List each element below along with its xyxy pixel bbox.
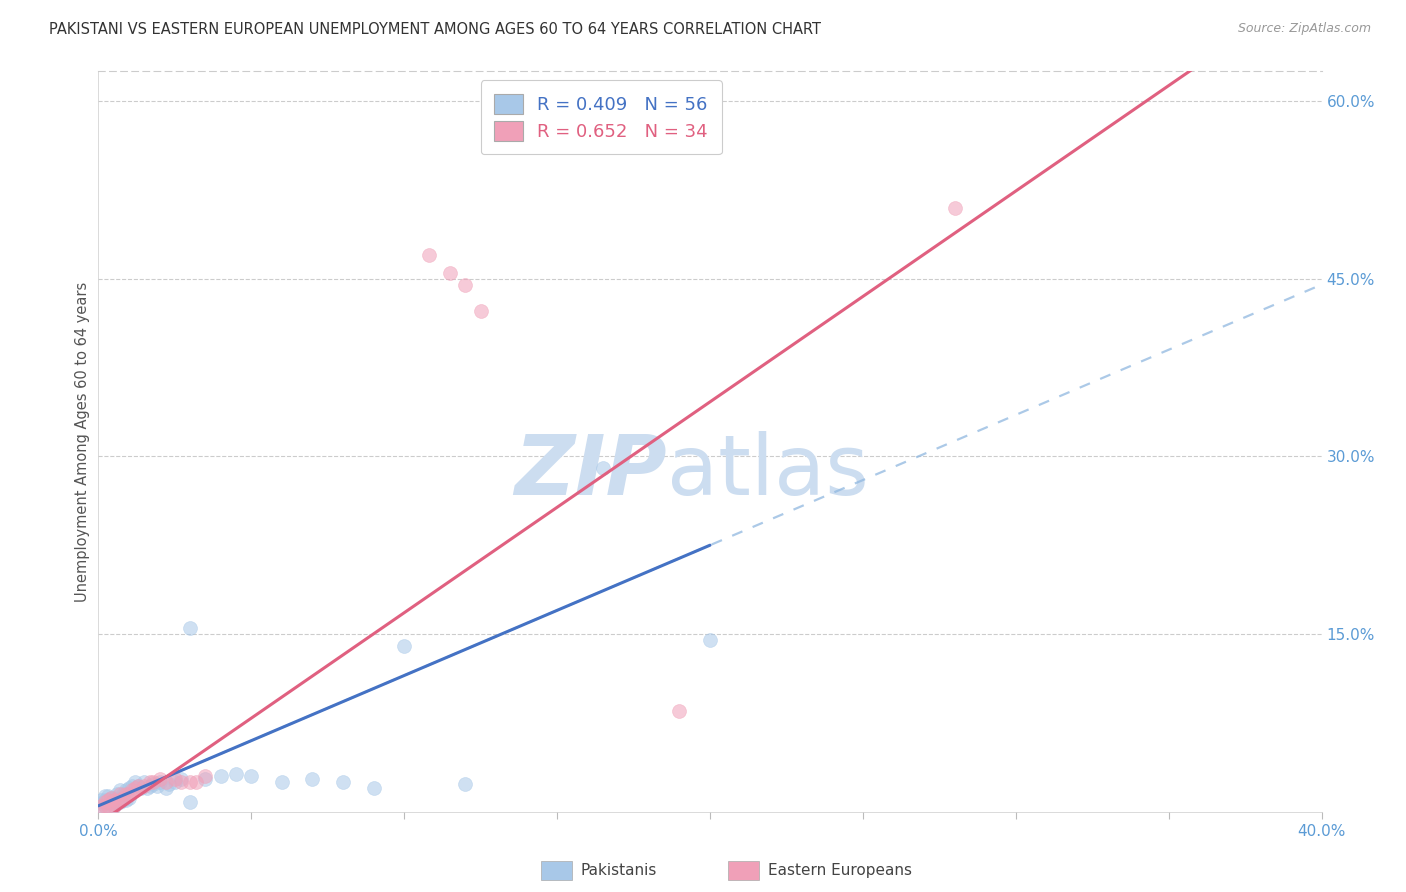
Point: [124, 780, 146, 795]
Point: [149, 772, 172, 786]
Point: [225, 767, 247, 781]
Point: [301, 772, 323, 786]
Point: [90, 798, 112, 813]
Point: [100, 790, 122, 805]
Text: Pakistanis: Pakistanis: [581, 863, 657, 878]
Point: [179, 795, 201, 809]
Point: [439, 266, 461, 280]
Point: [139, 775, 162, 789]
Point: [149, 775, 172, 789]
Point: [93, 789, 115, 804]
Point: [134, 779, 156, 793]
Point: [108, 783, 131, 797]
Point: [363, 780, 385, 795]
Point: [170, 772, 193, 786]
Point: [142, 777, 165, 791]
Text: PAKISTANI VS EASTERN EUROPEAN UNEMPLOYMENT AMONG AGES 60 TO 64 YEARS CORRELATION: PAKISTANI VS EASTERN EUROPEAN UNEMPLOYME…: [49, 22, 821, 37]
Point: [121, 783, 143, 797]
Point: [108, 790, 131, 805]
Point: [115, 783, 138, 797]
Point: [454, 277, 477, 292]
Point: [93, 798, 115, 813]
Point: [108, 787, 131, 801]
Point: [592, 461, 614, 475]
Point: [136, 780, 159, 795]
Point: [97, 793, 120, 807]
Point: [105, 795, 128, 809]
Text: Eastern Europeans: Eastern Europeans: [768, 863, 911, 878]
Y-axis label: Unemployment Among Ages 60 to 64 years: Unemployment Among Ages 60 to 64 years: [75, 281, 90, 602]
Point: [97, 795, 120, 809]
Point: [392, 639, 416, 653]
Point: [179, 621, 201, 635]
Point: [103, 795, 125, 809]
Point: [118, 787, 141, 801]
Point: [163, 775, 186, 789]
Point: [103, 793, 125, 807]
Point: [93, 797, 115, 811]
Text: Source: ZipAtlas.com: Source: ZipAtlas.com: [1237, 22, 1371, 36]
Point: [470, 303, 492, 318]
Point: [105, 793, 128, 807]
Point: [270, 775, 292, 789]
Point: [97, 793, 120, 807]
Point: [100, 797, 122, 811]
Point: [134, 775, 156, 789]
Point: [103, 798, 125, 813]
Point: [90, 793, 112, 807]
Point: [111, 793, 134, 807]
Point: [121, 779, 143, 793]
Text: atlas: atlas: [668, 431, 869, 512]
Point: [155, 780, 177, 795]
Point: [115, 793, 138, 807]
Point: [139, 779, 162, 793]
Point: [209, 769, 232, 783]
Point: [332, 775, 354, 789]
Point: [186, 775, 208, 789]
Legend: R = 0.409   N = 56, R = 0.652   N = 34: R = 0.409 N = 56, R = 0.652 N = 34: [481, 80, 721, 154]
Point: [142, 775, 165, 789]
Point: [943, 201, 966, 215]
Point: [103, 790, 125, 805]
Point: [108, 793, 131, 807]
Point: [100, 793, 122, 807]
Point: [129, 780, 152, 795]
Point: [111, 790, 134, 805]
Point: [157, 777, 180, 791]
Point: [145, 779, 167, 793]
Point: [194, 769, 217, 783]
Text: ZIP: ZIP: [515, 431, 668, 512]
Point: [155, 775, 177, 789]
Point: [97, 789, 120, 804]
Point: [93, 795, 115, 809]
Point: [90, 797, 112, 811]
Point: [240, 769, 263, 783]
Point: [127, 779, 149, 793]
Point: [105, 787, 128, 801]
Point: [97, 798, 120, 813]
Point: [100, 797, 122, 811]
Point: [93, 798, 115, 813]
Point: [699, 632, 721, 647]
Point: [163, 772, 186, 786]
Point: [418, 248, 440, 262]
Point: [108, 795, 131, 809]
Point: [124, 775, 146, 789]
Point: [127, 779, 149, 793]
Point: [103, 798, 125, 813]
Point: [115, 787, 138, 801]
Point: [93, 793, 115, 807]
Point: [111, 787, 134, 801]
Point: [668, 704, 690, 718]
Point: [170, 775, 193, 789]
Point: [179, 775, 201, 789]
Point: [454, 777, 477, 791]
Point: [100, 790, 122, 805]
Point: [90, 798, 112, 813]
Point: [194, 772, 217, 786]
Point: [118, 780, 141, 795]
Point: [97, 798, 120, 813]
Point: [118, 790, 141, 805]
